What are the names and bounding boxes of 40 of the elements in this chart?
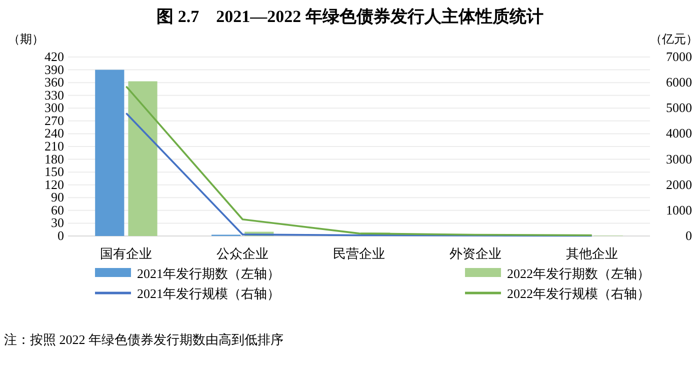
legend-label: 2022年发行期数（左轴） bbox=[507, 266, 650, 281]
x-tick-label: 外资企业 bbox=[449, 246, 502, 261]
y-tick-label: 360 bbox=[44, 74, 64, 90]
y2-axis-title: （亿元） bbox=[650, 32, 698, 46]
y2-tick-label: 5000 bbox=[666, 100, 692, 116]
y-tick-label: 60 bbox=[51, 202, 64, 218]
x-tick-label: 民营企业 bbox=[333, 246, 385, 261]
legend-label: 2022年发行规模（右轴） bbox=[507, 286, 650, 301]
y-tick-label: 180 bbox=[44, 151, 64, 166]
bar bbox=[95, 70, 124, 236]
y2-tick-label: 0 bbox=[686, 228, 692, 243]
legend-label: 2021年发行规模（右轴） bbox=[137, 286, 280, 301]
y2-tick-label: 7000 bbox=[666, 49, 692, 64]
y-tick-label: 120 bbox=[44, 176, 64, 192]
y-tick-label: 150 bbox=[44, 164, 64, 180]
text: 注：按照 2022 年绿色债券发行期数由高到低排序 bbox=[4, 332, 284, 347]
line-series bbox=[125, 86, 593, 236]
y-tick-label: 270 bbox=[44, 112, 64, 128]
y2-tick-label: 4000 bbox=[666, 126, 692, 141]
y-tick-label: 90 bbox=[51, 190, 64, 205]
chart-title: 图 2.7 2021—2022 年绿色债券发行人主体性质统计 bbox=[156, 7, 544, 26]
y-axis-title: （期） bbox=[8, 32, 44, 46]
line-series bbox=[125, 112, 593, 237]
y-tick-label: 390 bbox=[44, 62, 64, 77]
y-tick-label: 210 bbox=[44, 138, 64, 154]
y-tick-label: 330 bbox=[44, 87, 64, 102]
x-tick-label: 国有企业 bbox=[100, 246, 152, 261]
legend-label: 2021年发行期数（左轴） bbox=[137, 266, 280, 281]
y-tick-label: 300 bbox=[44, 100, 64, 116]
y2-tick-label: 6000 bbox=[666, 74, 692, 90]
y-tick-label: 0 bbox=[58, 228, 64, 243]
y-tick-label: 30 bbox=[51, 215, 64, 230]
y-tick-label: 240 bbox=[44, 126, 64, 141]
y-tick-label: 420 bbox=[44, 49, 64, 64]
x-tick-label: 公众企业 bbox=[216, 246, 269, 261]
y2-tick-label: 1000 bbox=[666, 202, 692, 218]
y2-tick-label: 3000 bbox=[666, 151, 692, 166]
y2-tick-label: 2000 bbox=[666, 176, 692, 192]
bar bbox=[128, 81, 158, 236]
x-tick-label: 其他企业 bbox=[566, 246, 618, 261]
